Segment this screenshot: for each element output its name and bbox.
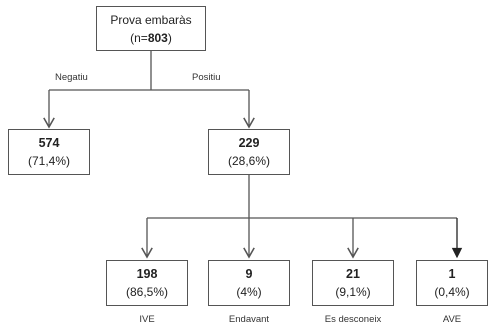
outcome-box-endavant: 9 (4%) — [208, 260, 290, 306]
outcome-pct: (0,4%) — [434, 285, 470, 299]
outcome-label-ive: IVE — [139, 314, 155, 325]
outcome-box-ave: 1 (0,4%) — [416, 260, 488, 306]
outcome-pct: (4%) — [236, 285, 262, 299]
outcome-box-ive: 198 (86,5%) — [106, 260, 188, 306]
outcome-count: 9 — [245, 267, 253, 281]
negative-box: 574 (71,4%) — [8, 129, 90, 175]
outcome-count: 1 — [448, 267, 456, 281]
outcome-box-desconeix: 21 (9,1%) — [312, 260, 394, 306]
positive-pct: (28,6%) — [227, 154, 271, 168]
outcome-label-desconeix: Es desconeix — [324, 314, 382, 325]
positive-branch-label: Positiu — [192, 72, 221, 83]
outcome-label-ave: AVE — [442, 314, 462, 325]
negative-branch-label: Negatiu — [55, 72, 88, 83]
root-title: Prova embaràs — [110, 12, 192, 27]
negative-count: 574 — [38, 136, 60, 150]
outcome-label-endavant: Endavant — [228, 314, 270, 325]
root-n-value: 803 — [147, 30, 168, 45]
outcome-pct: (9,1%) — [335, 285, 371, 299]
outcome-count: 21 — [346, 267, 360, 281]
outcome-count: 198 — [136, 267, 158, 281]
positive-box: 229 (28,6%) — [208, 129, 290, 175]
outcome-pct: (86,5%) — [125, 285, 169, 299]
root-sample-size: (n=803) — [130, 30, 172, 45]
negative-pct: (71,4%) — [27, 154, 71, 168]
root-box: Prova embaràs (n=803) — [96, 6, 206, 51]
positive-count: 229 — [238, 136, 260, 150]
